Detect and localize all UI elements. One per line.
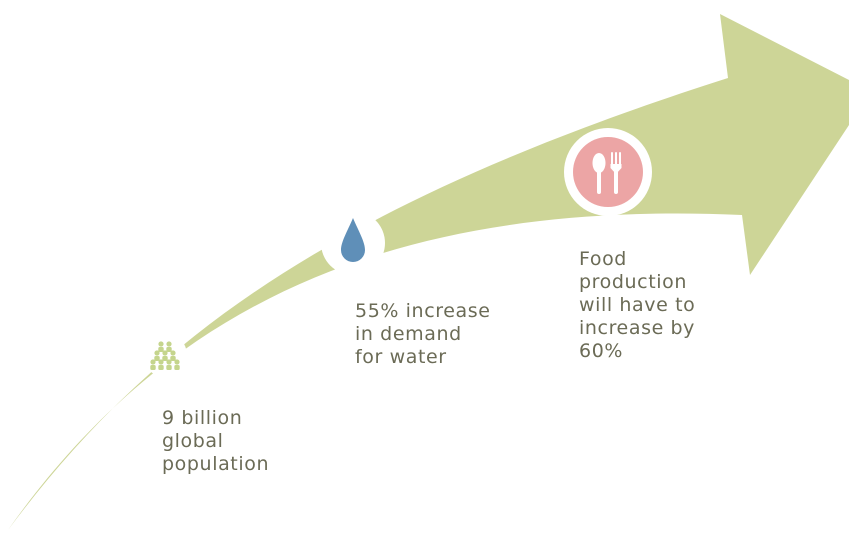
water-drop-icon [321,211,385,275]
food-production-caption: Food production will have to increase by… [579,248,696,362]
cutlery-icon [564,128,652,216]
population-caption: 9 billion global population [162,407,270,475]
water-demand-caption: 55% increase in demand for water [355,300,491,368]
people-icon [143,333,187,377]
